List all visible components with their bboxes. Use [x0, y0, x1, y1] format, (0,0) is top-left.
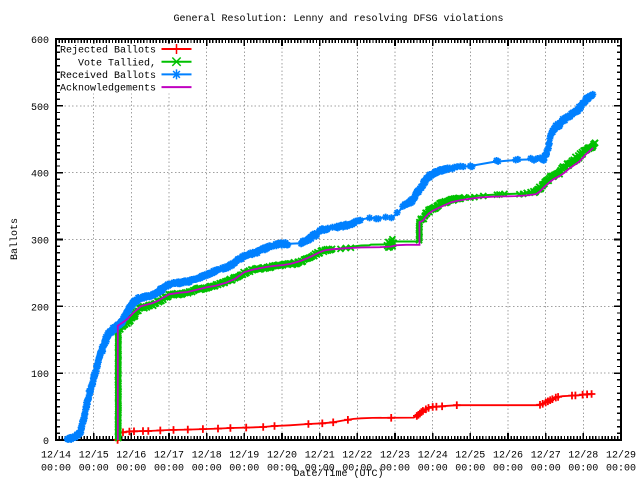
svg-text:Ballots: Ballots: [9, 218, 21, 260]
svg-text:Date/Time (UTC): Date/Time (UTC): [293, 468, 383, 480]
svg-text:00:00: 00:00: [455, 464, 485, 475]
svg-text:12/18: 12/18: [192, 450, 222, 462]
svg-text:12/29: 12/29: [606, 450, 636, 462]
svg-text:00:00: 00:00: [305, 464, 335, 475]
svg-text:12/14: 12/14: [41, 450, 71, 462]
svg-text:600: 600: [31, 36, 49, 47]
svg-text:12/19: 12/19: [229, 450, 259, 462]
svg-text:500: 500: [31, 103, 49, 114]
svg-text:12/28: 12/28: [568, 450, 598, 462]
svg-text:00:00: 00:00: [342, 464, 372, 475]
svg-text:00:00: 00:00: [493, 464, 523, 475]
svg-text:00:00: 00:00: [41, 464, 71, 475]
svg-text:00:00: 00:00: [606, 464, 636, 475]
svg-text:00:00: 00:00: [154, 464, 184, 475]
svg-text:12/25: 12/25: [455, 450, 485, 462]
svg-text:12/27: 12/27: [531, 450, 561, 462]
svg-text:00:00: 00:00: [229, 464, 259, 475]
svg-text:12/20: 12/20: [267, 450, 297, 462]
svg-text:00:00: 00:00: [267, 464, 297, 475]
svg-text:00:00: 00:00: [418, 464, 448, 475]
svg-text:12/24: 12/24: [418, 450, 448, 462]
svg-text:12/26: 12/26: [493, 450, 523, 462]
svg-text:Vote Tallied,: Vote Tallied,: [78, 57, 156, 69]
svg-text:00:00: 00:00: [192, 464, 222, 475]
svg-text:12/21: 12/21: [305, 450, 335, 462]
svg-text:12/15: 12/15: [79, 450, 109, 462]
svg-text:Rejected Ballots: Rejected Ballots: [60, 45, 156, 57]
svg-text:00:00: 00:00: [568, 464, 598, 475]
svg-text:300: 300: [31, 237, 49, 248]
svg-text:12/23: 12/23: [380, 450, 410, 462]
svg-text:200: 200: [31, 303, 49, 314]
svg-text:00:00: 00:00: [79, 464, 109, 475]
svg-text:Acknowledgements: Acknowledgements: [60, 83, 156, 95]
svg-text:12/17: 12/17: [154, 450, 184, 462]
svg-text:00:00: 00:00: [116, 464, 146, 475]
svg-text:400: 400: [31, 170, 49, 181]
svg-text:00:00: 00:00: [380, 464, 410, 475]
svg-text:Received Ballots: Received Ballots: [60, 70, 156, 82]
svg-text:General Resolution: Lenny and: General Resolution: Lenny and resolving …: [173, 13, 503, 25]
svg-text:12/16: 12/16: [116, 450, 146, 462]
svg-text:100: 100: [31, 370, 49, 381]
svg-text:00:00: 00:00: [531, 464, 561, 475]
svg-text:12/22: 12/22: [342, 450, 372, 462]
svg-text:0: 0: [43, 437, 49, 448]
